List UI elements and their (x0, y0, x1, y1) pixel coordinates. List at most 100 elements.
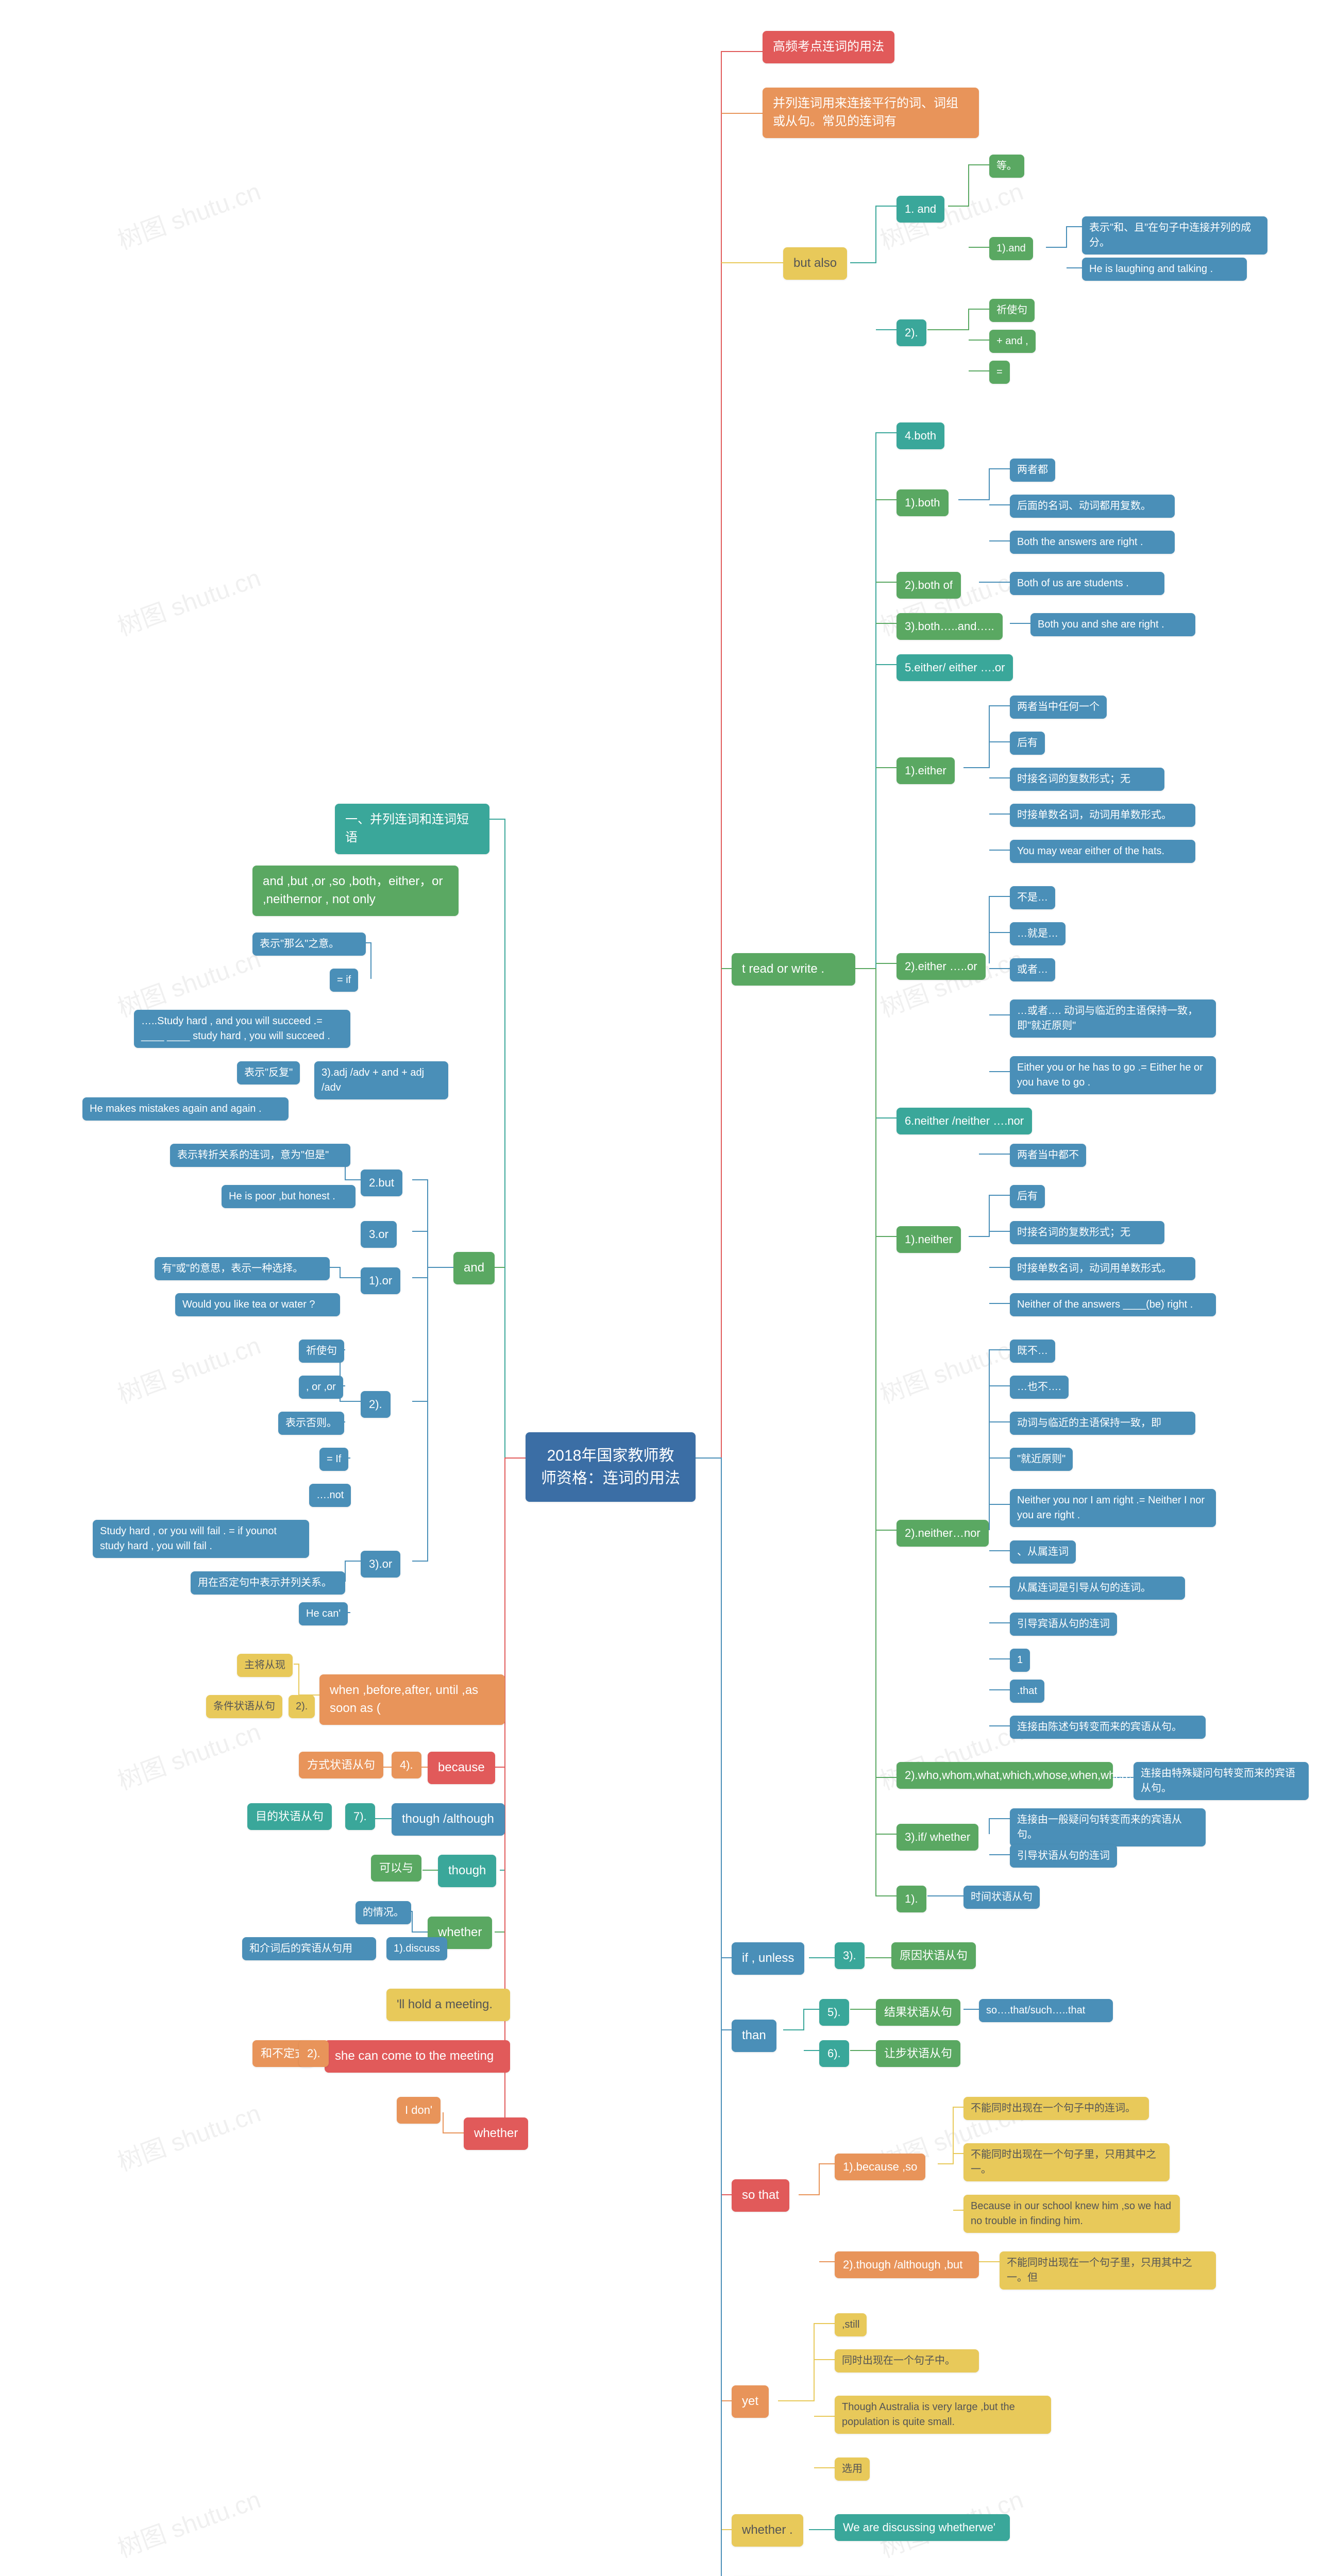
leaf-nn2-h[interactable]: 引导宾语从句的连词 (1010, 1613, 1117, 1636)
leaf-a-zhuanzhe[interactable]: 表示转折关系的连词，意为"但是" (170, 1144, 350, 1167)
node-than-5a[interactable]: 结果状语从句 (876, 1999, 960, 2026)
leaf-a-poor[interactable]: He is poor ,but honest . (222, 1185, 356, 1208)
node-yet[interactable]: yet (732, 2385, 769, 2418)
node-3ifw[interactable]: 3).if/ whether (897, 1824, 978, 1851)
node-sothat[interactable]: so that (732, 2179, 789, 2212)
node-llhold[interactable]: 'll hold a meeting. (386, 1989, 510, 2021)
node-tread[interactable]: t read or write . (732, 953, 855, 986)
node-st-1[interactable]: 1).because ,so (835, 2154, 925, 2180)
node-than-5b[interactable]: so….that/such…..that (979, 1999, 1113, 2022)
leaf-e-b[interactable]: 后有 (1010, 732, 1045, 755)
leaf-both-a[interactable]: 两者都 (1010, 459, 1055, 482)
node-whether1[interactable]: whether . (732, 2514, 803, 2547)
node-1neither[interactable]: 1).neither (897, 1226, 961, 1253)
node-when[interactable]: when ,before,after, until ,as soon as ( (319, 1674, 505, 1725)
leaf-nn2-d[interactable]: "就近原则" (1010, 1448, 1073, 1471)
leaf-a-mistake[interactable]: He makes mistakes again and again . (82, 1097, 289, 1121)
leaf-a-name[interactable]: 表示"那么"之意。 (252, 933, 366, 956)
node-ifunless-reason[interactable]: 原因状语从句 (891, 1942, 976, 1969)
node-thoughalt[interactable]: though /although (392, 1803, 505, 1836)
node-1or[interactable]: 1).or (361, 1267, 400, 1294)
leaf-ifw-a[interactable]: 连接由一般疑问句转变而来的宾语从句。 (1010, 1808, 1206, 1846)
node-2[interactable]: 2). (897, 319, 926, 346)
leaf-a-qishi2[interactable]: 祈使句 (299, 1340, 344, 1363)
leaf-bothand[interactable]: Both you and she are right . (1030, 613, 1195, 636)
leaf-e-c[interactable]: 时接名词的复数形式；无 (1010, 768, 1164, 791)
leaf-when-a[interactable]: 主将从现 (237, 1654, 293, 1677)
leaf-a-adj[interactable]: 3).adj /adv + and + adj /adv (314, 1061, 448, 1099)
leaf-eo-a[interactable]: 不是… (1010, 886, 1055, 909)
node-5either[interactable]: 5.either/ either ….or (897, 654, 1013, 681)
leaf-thoughalt-7[interactable]: 7). (345, 1803, 375, 1830)
leaf-nn2-k[interactable]: 连接由陈述句转变而来的宾语从句。 (1010, 1716, 1206, 1739)
leaf-idon[interactable]: I don' (397, 2097, 441, 2124)
leaf-eo-c[interactable]: 或者… (1010, 958, 1055, 981)
node-but-also[interactable]: but also (783, 247, 847, 280)
node-ifunless-3[interactable]: 3). (835, 1942, 865, 1969)
node-eq[interactable]: = (989, 361, 1010, 384)
leaf-both-c[interactable]: Both the answers are right . (1010, 531, 1175, 554)
node-whether-last[interactable]: whether (464, 2117, 528, 2150)
node-plusand[interactable]: + and , (989, 330, 1036, 353)
node-left-top[interactable]: 一、并列连词和连词短语 (335, 804, 489, 854)
leaf-a-fanfu[interactable]: 表示"反复" (237, 1061, 300, 1084)
leaf-a-hecan[interactable]: He can' (299, 1602, 348, 1625)
leaf-ne-b[interactable]: 时接名词的复数形式；无 (1010, 1221, 1164, 1244)
node-1both[interactable]: 1).both (897, 489, 949, 516)
leaf-ifw-b[interactable]: 引导状语从句的连词 (1010, 1844, 1117, 1868)
node-and-ex[interactable]: He is laughing and talking . (1082, 258, 1247, 281)
node-and[interactable]: and (453, 1252, 495, 1284)
leaf-e-a[interactable]: 两者当中任何一个 (1010, 696, 1107, 719)
node-2but[interactable]: 2.but (361, 1170, 402, 1196)
leaf-a-tea[interactable]: Would you like tea or water ? (175, 1293, 340, 1316)
node-shecan[interactable]: she can come to the meeting (325, 2040, 510, 2073)
leaf-a-ifeq2[interactable]: = If (319, 1448, 348, 1471)
node-and-expr[interactable]: 表示"和、且"在句子中连接并列的成分。 (1082, 216, 1267, 255)
node-than-6a[interactable]: 让步状语从句 (876, 2040, 960, 2067)
node-deng[interactable]: 等。 (989, 155, 1024, 178)
node-binglie-intro[interactable]: 并列连词用来连接平行的词、词组或从句。常见的连词有 (763, 88, 979, 138)
leaf-ne-c[interactable]: 时接单数名词，动词用单数形式。 (1010, 1257, 1195, 1280)
leaf-shecan-2[interactable]: 2). (299, 2040, 329, 2067)
leaf-a-oror[interactable]: , or ,or (299, 1376, 343, 1399)
leaf-yet-c[interactable]: Though Australia is very large ,but the … (835, 2396, 1051, 2434)
leaf-yet-d[interactable]: 选用 (835, 2458, 870, 2481)
node-than-5[interactable]: 5). (819, 1999, 849, 2026)
leaf-eo-e[interactable]: Either you or he has to go .= Either he … (1010, 1056, 1216, 1094)
node-3or[interactable]: 3.or (361, 1221, 397, 1248)
leaf-nn2-i[interactable]: 1 (1010, 1649, 1030, 1672)
leaf-nn-sub[interactable]: 两者当中都不 (1010, 1144, 1086, 1167)
leaf-eo-d[interactable]: …或者…. 动词与临近的主语保持一致，即"就近原则" (1010, 999, 1216, 1038)
leaf-when-2[interactable]: 2). (289, 1695, 315, 1718)
leaf-a-not[interactable]: ….not (309, 1484, 351, 1507)
node-1and2[interactable]: 1).and (989, 237, 1033, 260)
leaf-though-a[interactable]: 可以与 (371, 1855, 421, 1882)
node-3bothand[interactable]: 3).both…..and….. (897, 613, 1003, 640)
center-node[interactable]: 2018年国家教师教师资格：连词的用法 (526, 1432, 696, 1502)
leaf-eo-b[interactable]: …就是… (1010, 922, 1066, 945)
node-2neithernor[interactable]: 2).neither…nor (897, 1520, 989, 1547)
leaf-st-2a[interactable]: 不能同时出现在一个句子里，只用其中之一。但 (1000, 2251, 1216, 2290)
leaf-st-1b[interactable]: 不能同时出现在一个句子里，只用其中之一。 (963, 2143, 1170, 2181)
leaf-a-fouze[interactable]: 表示否则。 (278, 1412, 344, 1435)
node-st-2[interactable]: 2).though /although ,but (835, 2251, 979, 2278)
node-1and[interactable]: 1. and (897, 196, 944, 223)
leaf-nn2-e[interactable]: Neither you nor I am right .= Neither I … (1010, 1489, 1216, 1527)
leaf-bothof[interactable]: Both of us are students . (1010, 572, 1164, 595)
leaf-a-study[interactable]: …..Study hard , and you will succeed .= … (134, 1010, 350, 1048)
leaf-nn2-a[interactable]: 既不… (1010, 1340, 1055, 1363)
leaf-a-ifeq[interactable]: = if (330, 969, 358, 992)
node-3or2[interactable]: 3).or (361, 1551, 400, 1578)
node-than[interactable]: than (732, 2020, 776, 2052)
leaf-when-b[interactable]: 条件状语从句 (206, 1695, 282, 1718)
leaf-e-e[interactable]: You may wear either of the hats. (1010, 840, 1195, 863)
node-ifunless[interactable]: if , unless (732, 1942, 804, 1975)
node-left-list[interactable]: and ,but ,or ,so ,both，either，or ,neithe… (252, 866, 459, 916)
node-2eitheror[interactable]: 2).either …..or (897, 953, 986, 980)
leaf-e-d[interactable]: 时接单数名词，动词用单数形式。 (1010, 804, 1195, 827)
leaf-nn2-j[interactable]: .that (1010, 1680, 1044, 1703)
leaf-time-s[interactable]: 时间状语从句 (963, 1886, 1040, 1909)
node-2bothof[interactable]: 2).both of (897, 572, 961, 599)
leaf-who-s[interactable]: 连接由特殊疑问句转变而来的宾语从句。 (1134, 1762, 1309, 1800)
node-4both[interactable]: 4.both (897, 422, 944, 449)
